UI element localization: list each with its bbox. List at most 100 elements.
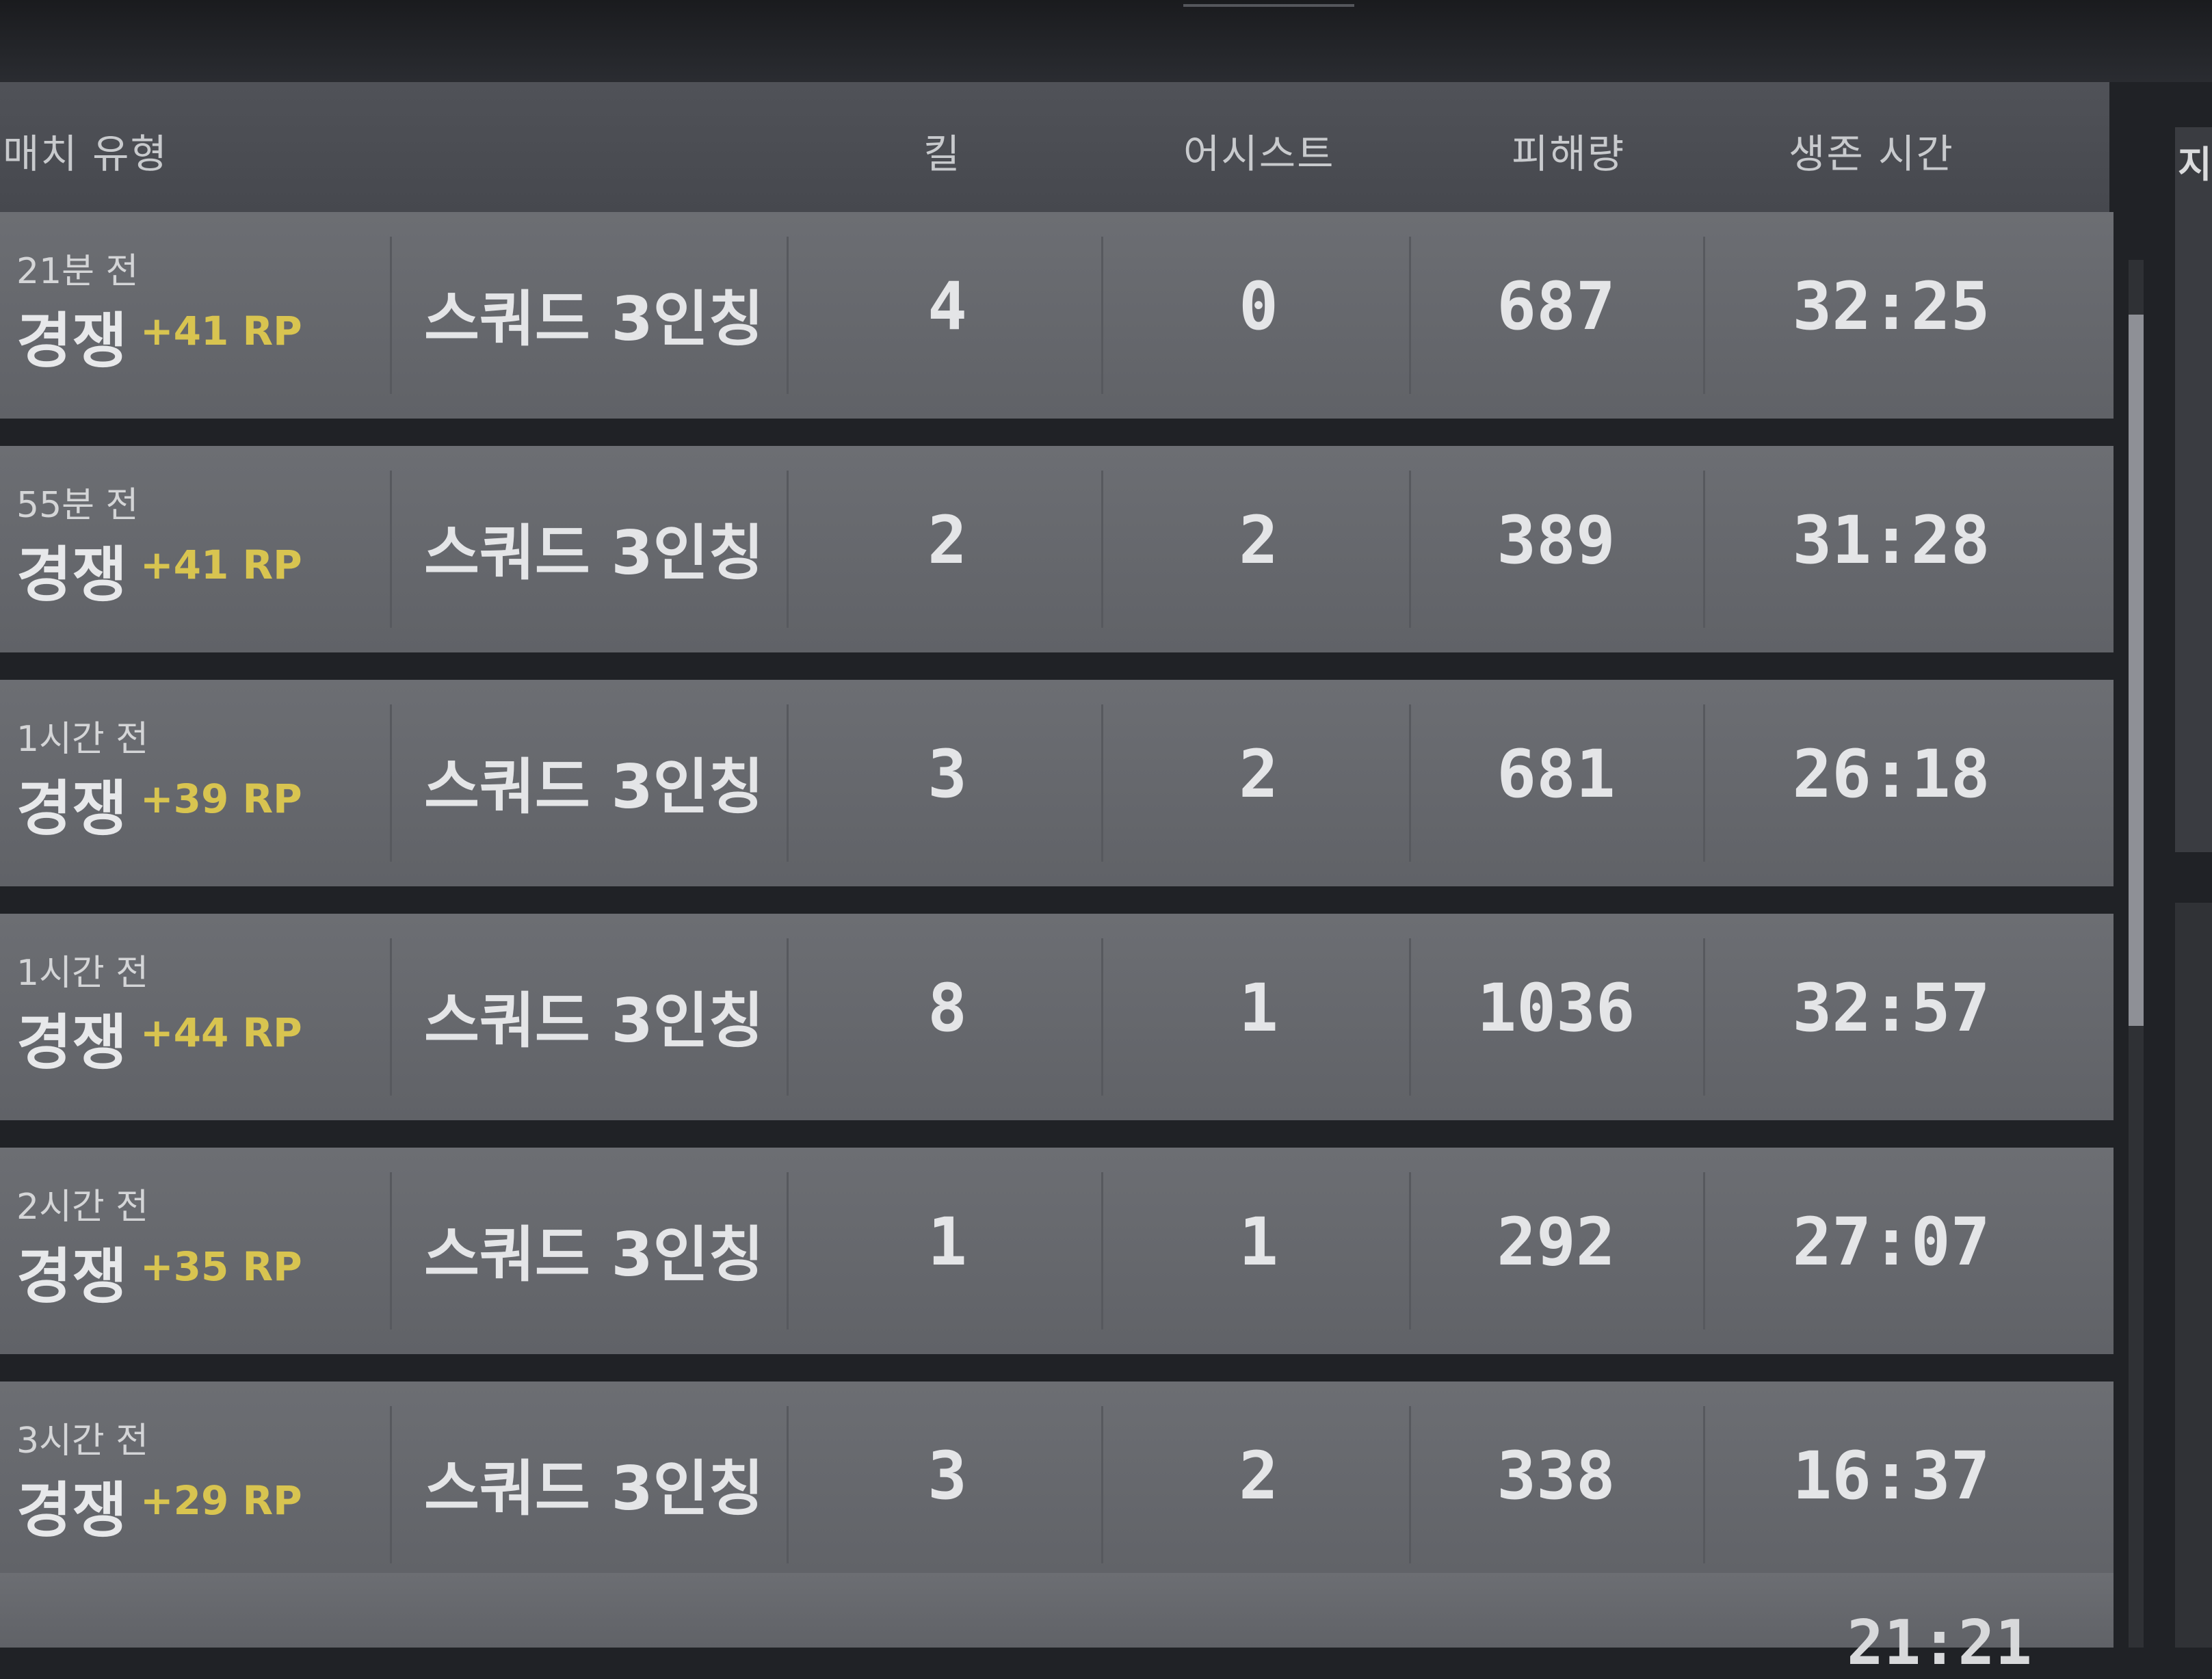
column-divider [1703,704,1705,862]
match-mode: 경쟁 [16,1475,127,1546]
damage-value: 1036 [1477,970,1635,1046]
match-mode: 경쟁 [16,306,127,376]
header-match-type: 매치 유형 [3,131,168,177]
assists-value: 2 [1239,502,1278,579]
column-divider [390,237,392,394]
match-time: 55분 전 [16,485,139,526]
assists-value: 2 [1239,1438,1278,1514]
column-divider [1703,938,1705,1096]
assists-value: 1 [1239,970,1278,1046]
kills-value: 8 [927,970,967,1046]
column-divider [1101,237,1103,394]
column-divider [1703,1172,1705,1330]
kills-value: 4 [927,268,967,345]
side-panel[interactable]: 지약 [2175,127,2212,852]
match-mode: 경쟁 [16,774,127,844]
rp-change: +29 RP [140,1477,302,1524]
side-panel-label: 지약 [2178,143,2212,186]
column-divider [1409,237,1411,394]
survival-value: 32:57 [1792,970,1990,1046]
column-divider [1101,1172,1103,1330]
column-divider [787,471,789,628]
header-kills: 킬 [923,131,962,177]
rp-change: +41 RP [140,542,302,588]
kills-value: 3 [927,736,967,812]
match-type: 스쿼드 3인칭 [424,986,764,1056]
column-divider [787,237,789,394]
column-divider [1409,1406,1411,1563]
top-bar [0,0,2212,82]
column-divider [1101,471,1103,628]
match-mode: 경쟁 [16,540,127,610]
column-divider [1101,1406,1103,1563]
top-bar-indicator [1183,4,1354,7]
column-divider [787,1172,789,1330]
match-type: 스쿼드 3인칭 [424,1453,764,1524]
table-row[interactable]: 2시간 전 경쟁 +35 RP 스쿼드 3인칭 1 1 292 27:07 [0,1148,2114,1354]
match-time: 2시간 전 [16,1187,149,1228]
match-time: 3시간 전 [16,1420,149,1462]
column-divider [1703,237,1705,394]
header-damage: 피해량 [1512,131,1626,177]
damage-value: 687 [1497,268,1616,345]
side-panel-lower [2175,903,2212,1648]
match-type: 스쿼드 3인칭 [424,284,764,354]
column-divider [787,1406,789,1563]
column-divider [390,938,392,1096]
table-header: 매치 유형 킬 어시스트 피해량 생존 시간 [0,82,2109,212]
match-type: 스쿼드 3인칭 [424,518,764,588]
rp-change: +39 RP [140,776,302,822]
match-time: 1시간 전 [16,719,149,760]
kills-value: 2 [927,502,967,579]
survival-value: 26:18 [1792,736,1990,812]
match-type: 스쿼드 3인칭 [424,752,764,822]
survival-value: 31:28 [1792,502,1990,579]
column-divider [1101,704,1103,862]
header-assists: 어시스트 [1183,131,1335,177]
rp-change: +35 RP [140,1243,302,1290]
match-mode: 경쟁 [16,1007,127,1078]
damage-value: 389 [1497,502,1616,579]
survival-value: 16:37 [1792,1438,1990,1514]
kills-value: 3 [927,1438,967,1514]
column-divider [390,471,392,628]
survival-value: 32:25 [1792,268,1990,345]
survival-value: 21:21 [1847,1607,2032,1679]
column-divider [787,704,789,862]
match-time: 1시간 전 [16,953,149,994]
scrollbar[interactable] [2129,260,2144,1648]
column-divider [787,938,789,1096]
table-row[interactable]: 21분 전 경쟁 +41 RP 스쿼드 3인칭 4 0 687 32:25 [0,212,2114,419]
table-row[interactable]: 1시간 전 경쟁 +39 RP 스쿼드 3인칭 3 2 681 26:18 [0,680,2114,886]
table-row[interactable]: 1시간 전 경쟁 +44 RP 스쿼드 3인칭 8 1 1036 32:57 [0,914,2114,1120]
damage-value: 292 [1497,1204,1616,1280]
survival-value: 27:07 [1792,1204,1990,1280]
column-divider [390,704,392,862]
table-row-partial[interactable]: 21:21 [0,1573,2114,1679]
column-divider [1409,938,1411,1096]
match-time: 21분 전 [16,251,139,292]
kills-value: 1 [927,1204,967,1280]
column-divider [1101,938,1103,1096]
assists-value: 0 [1239,268,1278,345]
column-divider [1409,1172,1411,1330]
header-survival: 생존 시간 [1789,131,1954,177]
column-divider [390,1406,392,1563]
table-row[interactable]: 55분 전 경쟁 +41 RP 스쿼드 3인칭 2 2 389 31:28 [0,446,2114,652]
scrollbar-thumb[interactable] [2129,315,2144,1026]
column-divider [390,1172,392,1330]
rp-change: +41 RP [140,308,302,354]
column-divider [1703,471,1705,628]
damage-value: 338 [1497,1438,1616,1514]
match-mode: 경쟁 [16,1241,127,1312]
match-list: 21분 전 경쟁 +41 RP 스쿼드 3인칭 4 0 687 32:25 55… [0,212,2114,1588]
assists-value: 2 [1239,736,1278,812]
column-divider [1409,704,1411,862]
column-divider [1703,1406,1705,1563]
match-type: 스쿼드 3인칭 [424,1219,764,1290]
assists-value: 1 [1239,1204,1278,1280]
rp-change: +44 RP [140,1009,302,1056]
column-divider [1409,471,1411,628]
damage-value: 681 [1497,736,1616,812]
table-row[interactable]: 3시간 전 경쟁 +29 RP 스쿼드 3인칭 3 2 338 16:37 [0,1381,2114,1588]
